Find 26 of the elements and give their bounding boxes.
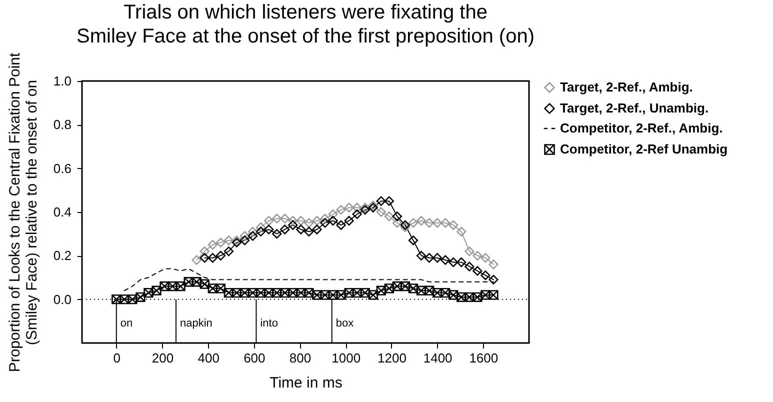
x-tick-label: 1600 bbox=[469, 350, 498, 366]
legend-label: Competitor, 2-Ref., Ambig. bbox=[560, 120, 723, 136]
legend-label: Target, 2-Ref., Ambig. bbox=[560, 80, 693, 94]
chart-title: Trials on which listeners were fixating the Smiley Face at the onset of the first preposition (on) bbox=[76, 1, 534, 48]
ref-line-label: box bbox=[336, 317, 354, 330]
ref-line-label: napkin bbox=[180, 317, 212, 330]
y-tick-label: 0.2 bbox=[53, 248, 72, 264]
y-axis-title: Proportion of Looks to the Central Fixation Point (Smiley Face) relative to the onset of on bbox=[6, 52, 40, 372]
ref-line-label: on bbox=[120, 317, 133, 330]
x-tick-label: 0 bbox=[113, 350, 120, 366]
x-tick-label: 1400 bbox=[423, 350, 452, 366]
x-tick-label: 1000 bbox=[332, 350, 361, 366]
x-axis-title: Time in ms bbox=[270, 374, 342, 392]
legend-label: Competitor, 2-Ref Unambig bbox=[560, 142, 728, 156]
x-tick-label: 200 bbox=[152, 350, 174, 366]
ref-line-label: into bbox=[260, 317, 278, 330]
x-tick-label: 800 bbox=[289, 350, 312, 366]
y-tick-label: 0.8 bbox=[53, 117, 72, 132]
legend-label: Target, 2-Ref., Unambig. bbox=[560, 100, 709, 116]
x-tick-label: 400 bbox=[198, 350, 220, 366]
y-tick-label: 0.0 bbox=[53, 292, 72, 307]
x-tick-label: 1200 bbox=[378, 350, 406, 366]
y-tick-label: 0.6 bbox=[53, 160, 72, 176]
y-tick-label: 0.4 bbox=[53, 204, 72, 220]
x-tick-label: 600 bbox=[244, 350, 266, 366]
y-tick-label: 1.0 bbox=[53, 74, 72, 88]
